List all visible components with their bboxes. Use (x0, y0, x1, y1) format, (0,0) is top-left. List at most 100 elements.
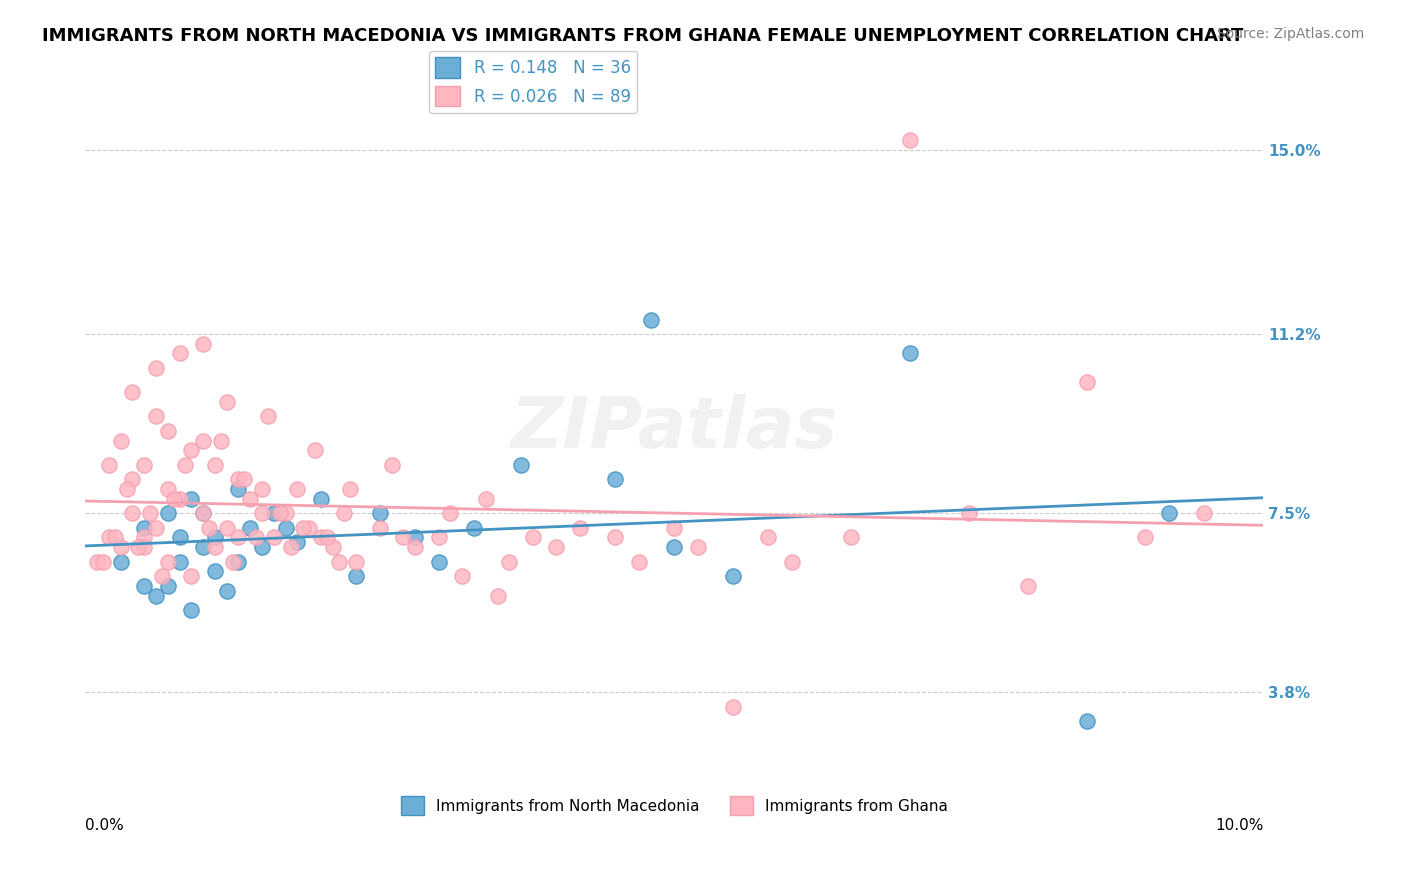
Point (215, 583, 238, 598)
Point (250, 482, 273, 496)
Point (86, 555, 108, 569)
Point (315, 530, 337, 544)
Point (204, 564, 226, 578)
Point (898, 133, 921, 147)
Point (285, 535, 308, 549)
Point (145, 409, 167, 424)
Point (627, 555, 650, 569)
Point (145, 521, 167, 535)
Point (228, 530, 250, 544)
Legend: Immigrants from North Macedonia, Immigrants from Ghana: Immigrants from North Macedonia, Immigra… (395, 790, 955, 821)
Point (1194, 506, 1216, 520)
Point (169, 555, 191, 569)
Point (245, 530, 267, 544)
Point (156, 506, 179, 520)
Point (169, 530, 191, 544)
Point (392, 530, 415, 544)
Point (285, 482, 308, 496)
Point (486, 589, 509, 603)
Point (304, 443, 326, 458)
Point (163, 491, 186, 506)
Point (110, 555, 132, 569)
Point (191, 434, 214, 448)
Point (263, 506, 285, 520)
Point (110, 540, 132, 554)
Point (404, 540, 426, 554)
Text: 0.0%: 0.0% (86, 818, 124, 833)
Point (204, 458, 226, 472)
Point (215, 521, 238, 535)
Point (898, 346, 921, 360)
Point (97, 530, 120, 544)
Point (191, 540, 214, 554)
Point (380, 458, 402, 472)
Point (463, 521, 485, 535)
Point (475, 491, 498, 506)
Point (150, 569, 173, 583)
Point (97, 458, 120, 472)
Point (134, 458, 156, 472)
Point (134, 540, 156, 554)
Point (686, 540, 709, 554)
Point (180, 603, 202, 617)
Point (169, 491, 191, 506)
Point (339, 482, 361, 496)
Point (333, 506, 356, 520)
Text: Source: ZipAtlas.com: Source: ZipAtlas.com (1216, 27, 1364, 41)
Point (127, 540, 149, 554)
Point (115, 482, 138, 496)
Point (328, 555, 350, 569)
Point (309, 491, 332, 506)
Point (522, 530, 544, 544)
Point (368, 506, 391, 520)
Point (180, 443, 202, 458)
Point (228, 482, 250, 496)
Point (257, 409, 280, 424)
Point (404, 530, 426, 544)
Point (191, 336, 214, 351)
Point (427, 530, 450, 544)
Point (121, 506, 143, 520)
Point (640, 312, 662, 326)
Point (263, 530, 285, 544)
Point (664, 540, 686, 554)
Point (233, 472, 256, 486)
Point (156, 482, 179, 496)
Point (269, 506, 291, 520)
Point (180, 569, 202, 583)
Point (605, 472, 627, 486)
Point (957, 506, 980, 520)
Point (664, 521, 686, 535)
Point (156, 579, 179, 593)
Point (368, 521, 391, 535)
Text: IMMIGRANTS FROM NORTH MACEDONIA VS IMMIGRANTS FROM GHANA FEMALE UNEMPLOYMENT COR: IMMIGRANTS FROM NORTH MACEDONIA VS IMMIG… (42, 27, 1243, 45)
Point (569, 521, 592, 535)
Point (427, 555, 450, 569)
Point (134, 579, 156, 593)
Point (344, 555, 367, 569)
Point (215, 394, 238, 409)
Text: ZIPatlas: ZIPatlas (510, 394, 838, 463)
Point (498, 555, 520, 569)
Point (780, 555, 803, 569)
Point (839, 530, 862, 544)
Point (1135, 530, 1157, 544)
Point (309, 530, 332, 544)
Point (298, 521, 321, 535)
Point (1157, 506, 1180, 520)
Point (439, 506, 461, 520)
Point (239, 521, 262, 535)
Point (239, 491, 262, 506)
Point (191, 506, 214, 520)
Point (322, 540, 344, 554)
Point (145, 589, 167, 603)
Point (605, 530, 627, 544)
Point (134, 530, 156, 544)
Point (180, 491, 202, 506)
Point (344, 569, 367, 583)
Point (228, 555, 250, 569)
Point (121, 385, 143, 400)
Point (274, 506, 297, 520)
Point (546, 540, 568, 554)
Point (721, 569, 744, 583)
